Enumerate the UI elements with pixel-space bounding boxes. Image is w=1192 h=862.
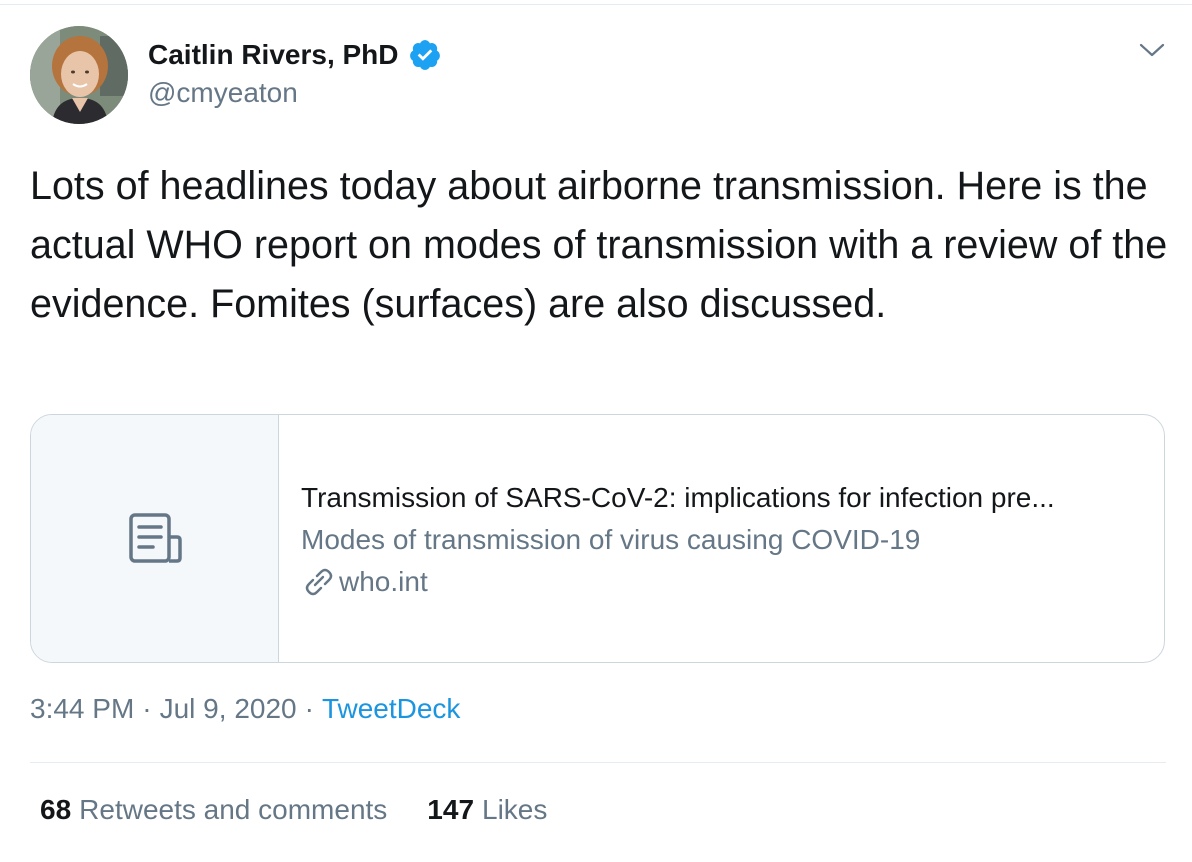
retweets-stat[interactable]: 68 Retweets and comments [40,794,387,826]
meta-separator: · [142,693,152,724]
likes-stat[interactable]: 147 Likes [427,794,547,826]
stats-divider [30,762,1166,763]
author-handle[interactable]: @cmyeaton [148,77,298,108]
likes-count: 147 [427,794,475,825]
chevron-down-icon[interactable] [1138,38,1166,62]
author-name[interactable]: Caitlin Rivers, PhD [148,38,442,72]
retweets-count: 68 [40,794,72,825]
avatar[interactable] [30,26,128,124]
card-title: Transmission of SARS-CoV-2: implications… [301,482,1055,513]
tweet-source-link[interactable]: TweetDeck [321,693,461,724]
tweet-metadata: 3:44 PM · Jul 9, 2020 · TweetDeck [30,693,460,725]
verified-badge-icon [409,40,440,70]
avatar-image [30,26,128,124]
card-body: Transmission of SARS-CoV-2: implications… [301,477,1141,603]
tweet-time[interactable]: 3:44 PM [30,693,135,724]
link-icon [305,568,333,596]
card-domain-text: who.int [339,566,428,597]
author-name-text: Caitlin Rivers, PhD [148,39,399,70]
card-thumbnail [31,415,279,662]
top-divider [0,4,1192,5]
tweet-stats: 68 Retweets and comments 147 Likes [40,794,587,826]
likes-label: Likes [482,794,548,825]
link-card[interactable]: Transmission of SARS-CoV-2: implications… [30,414,1165,663]
document-icon [129,513,182,563]
meta-separator: · [304,693,314,724]
retweets-label: Retweets and comments [79,794,388,825]
card-domain: who.int [301,561,1141,603]
tweet-text: Lots of headlines today about airborne t… [30,164,1168,326]
tweet-date[interactable]: Jul 9, 2020 [159,693,297,724]
card-description: Modes of transmission of virus causing C… [301,524,921,555]
